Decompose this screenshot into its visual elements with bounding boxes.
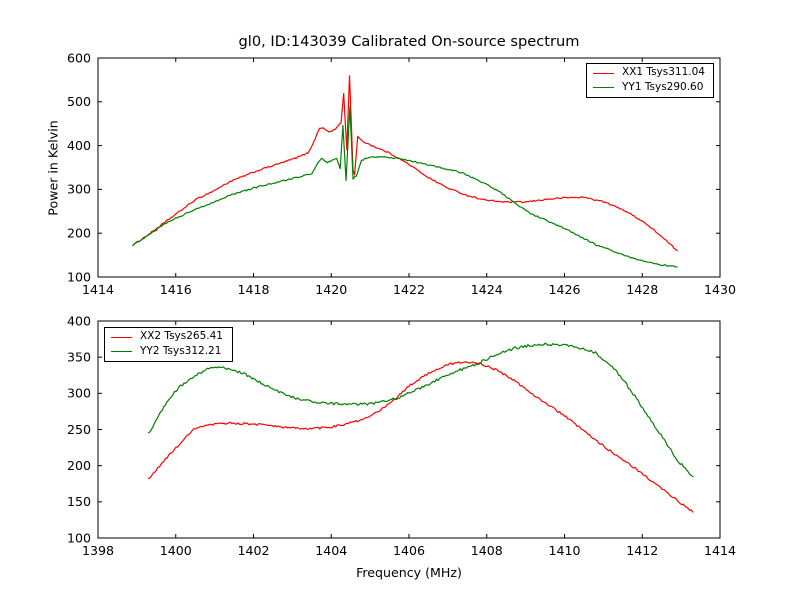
y-tick-label: 350 <box>67 349 91 364</box>
y-tick-label: 150 <box>67 494 91 509</box>
x-tick-label: 1400 <box>160 543 192 558</box>
x-tick-label: 1404 <box>315 543 347 558</box>
x-tick-label: 1420 <box>315 282 347 297</box>
legend-label-yy2: YY2 Tsys312.21 <box>140 344 222 357</box>
y-tick-label: 250 <box>67 422 91 437</box>
y-tick-label: 200 <box>67 458 91 473</box>
x-tick-label: 1406 <box>393 543 425 558</box>
x-tick-label: 1408 <box>471 543 503 558</box>
x-tick-label: 1426 <box>548 282 580 297</box>
legend-entry-yy2: YY2 Tsys312.21 <box>111 344 226 358</box>
x-tick-label: 1430 <box>704 282 736 297</box>
legend-entry-xx2: XX2 Tsys265.41 <box>111 331 226 343</box>
x-tick-label: 1398 <box>82 543 114 558</box>
x-tick-label: 1410 <box>548 543 580 558</box>
legend-bottom-panel: XX2 Tsys265.41 YY2 Tsys312.21 <box>104 327 233 362</box>
y-tick-label: 400 <box>67 138 91 153</box>
x-tick-label: 1402 <box>237 543 269 558</box>
series-yy1-path <box>132 105 678 268</box>
x-axis-label: Frequency (MHz) <box>356 565 462 580</box>
x-tick-label: 1422 <box>393 282 425 297</box>
x-tick-label: 1414 <box>82 282 114 297</box>
xx1-line-swatch <box>593 72 614 74</box>
y-tick-label: 500 <box>67 94 91 109</box>
legend-label-xx1: XX1 Tsys311.04 <box>622 66 705 79</box>
y-tick-label: 200 <box>67 226 91 241</box>
series-xx2-path <box>147 361 694 513</box>
y-tick-label: 100 <box>67 269 91 284</box>
yy1-line-swatch <box>593 87 614 89</box>
legend-label-xx2: XX2 Tsys265.41 <box>140 330 223 343</box>
x-tick-label: 1428 <box>626 282 658 297</box>
y-tick-label: 300 <box>67 182 91 197</box>
x-tick-label: 1418 <box>237 282 269 297</box>
legend-label-yy1: YY1 Tsys290.60 <box>622 80 704 93</box>
chart-title: gl0, ID:143039 Calibrated On-source spec… <box>238 33 580 50</box>
legend-top-panel: XX1 Tsys311.04 YY1 Tsys290.60 <box>586 63 714 98</box>
series-yy2-path <box>147 342 694 478</box>
x-tick-label: 1412 <box>626 543 658 558</box>
x-tick-label: 1416 <box>160 282 192 297</box>
x-tick-label: 1424 <box>471 282 503 297</box>
y-tick-label: 100 <box>67 530 91 545</box>
yy2-line-swatch <box>111 351 132 353</box>
y-tick-label: 400 <box>67 313 91 328</box>
series-xx1-path <box>132 75 678 252</box>
legend-entry-yy1: YY1 Tsys290.60 <box>593 80 707 94</box>
y-axis-label: Power in Kelvin <box>45 120 61 216</box>
xx2-line-swatch <box>111 336 132 338</box>
y-tick-label: 600 <box>67 50 91 65</box>
legend-entry-xx1: XX1 Tsys311.04 <box>593 67 707 79</box>
x-tick-label: 1414 <box>704 543 736 558</box>
y-tick-label: 300 <box>67 386 91 401</box>
